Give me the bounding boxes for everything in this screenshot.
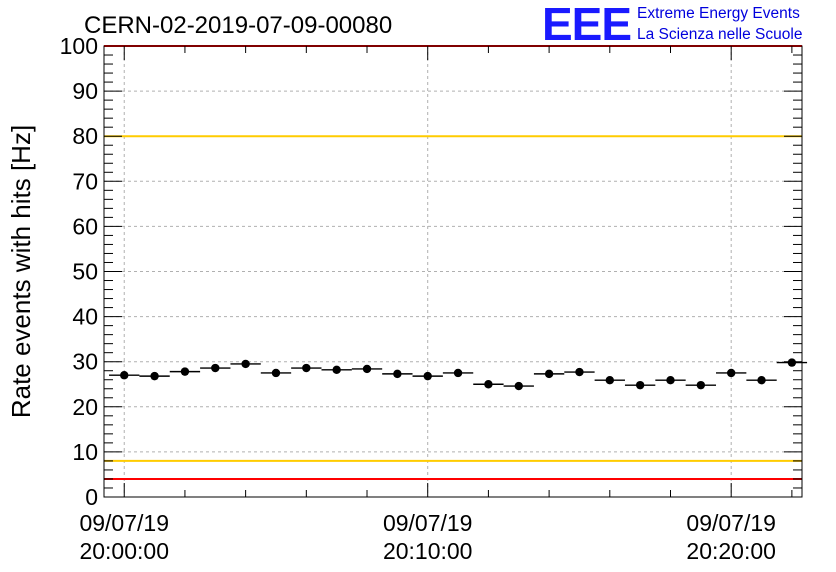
data-point xyxy=(150,371,159,381)
y-tick-label: 70 xyxy=(72,168,98,194)
x-tick-label-time: 20:20:00 xyxy=(686,538,776,564)
data-point xyxy=(757,375,766,385)
data-point xyxy=(271,368,281,378)
data-point xyxy=(423,371,432,381)
data-points xyxy=(109,358,808,391)
x-tick-label-date: 09/07/19 xyxy=(79,510,169,536)
x-tick-label-date: 09/07/19 xyxy=(383,510,473,536)
data-point xyxy=(362,364,372,374)
data-point xyxy=(726,368,736,378)
y-tick-label: 20 xyxy=(72,394,98,420)
data-point xyxy=(605,375,614,385)
eee-logo: EEE xyxy=(542,0,631,50)
y-tick-label: 30 xyxy=(72,349,98,375)
logo-line-1: Extreme Energy Events xyxy=(637,5,800,22)
data-point xyxy=(484,380,493,389)
data-point xyxy=(453,368,463,378)
y-tick-label: 60 xyxy=(72,213,98,239)
data-point xyxy=(544,369,554,379)
axis-ticks xyxy=(104,45,802,498)
data-point xyxy=(120,371,129,380)
data-point xyxy=(180,367,190,376)
y-tick-label: 0 xyxy=(85,484,98,510)
y-tick-label: 80 xyxy=(72,123,98,149)
data-point xyxy=(393,369,402,379)
data-point xyxy=(332,365,341,375)
y-tick-label: 50 xyxy=(72,259,98,285)
tick-labels: 010203040506070809010009/07/1920:00:0009… xyxy=(60,33,776,564)
y-axis-label: Rate events with hits [Hz] xyxy=(6,125,36,418)
data-point xyxy=(635,380,645,390)
y-tick-label: 10 xyxy=(72,439,98,465)
chart-title: CERN-02-2019-07-09-00080 xyxy=(84,12,392,39)
data-point xyxy=(241,359,250,369)
data-point xyxy=(787,358,797,367)
y-tick-label: 40 xyxy=(72,304,98,330)
data-point xyxy=(302,363,311,373)
reference-lines xyxy=(104,45,802,480)
data-point xyxy=(211,363,220,373)
y-tick-label: 100 xyxy=(60,33,98,59)
x-tick-label-date: 09/07/19 xyxy=(686,510,776,536)
x-tick-label-time: 20:10:00 xyxy=(383,538,473,564)
data-point xyxy=(575,367,584,377)
x-tick-label-time: 20:00:00 xyxy=(79,538,169,564)
data-point xyxy=(514,381,523,391)
y-tick-label: 90 xyxy=(72,78,98,104)
data-point xyxy=(666,375,675,385)
logo-line-2: La Scienza nelle Scuole xyxy=(637,26,802,43)
data-point xyxy=(696,380,706,390)
grid-lines xyxy=(104,46,802,497)
